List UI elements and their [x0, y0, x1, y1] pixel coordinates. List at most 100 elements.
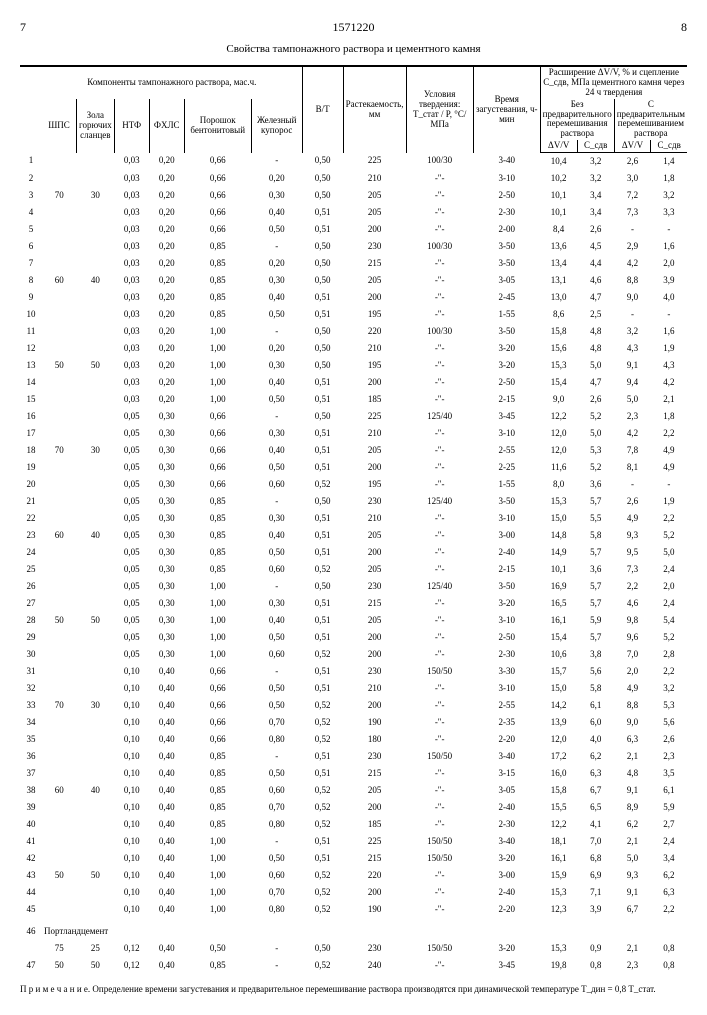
cell-rast: 200	[343, 459, 406, 476]
cell-usl: -"-	[406, 680, 473, 697]
cell-shps	[42, 646, 77, 663]
cell-vt: 0,50	[302, 940, 343, 957]
col-zola: Зола горючих сланцев	[77, 99, 115, 153]
cell-ntf: 0,10	[114, 663, 149, 680]
cell-n: 22	[20, 510, 42, 527]
cell-vt: 0,52	[302, 799, 343, 816]
cell-zola	[77, 544, 115, 561]
table-row: 70,030,200,850,200,50215-"-3-5013,44,44,…	[20, 255, 687, 272]
cell-zola	[77, 901, 115, 918]
cell-vt: 0,50	[302, 357, 343, 374]
cell-usl: -"-	[406, 340, 473, 357]
col-group-results: Расширение ΔV/V, % и сцепление С_сдв, МП…	[540, 66, 687, 99]
cell-b1: 9,1	[614, 782, 651, 799]
cell-fhls: 0,20	[149, 374, 184, 391]
table-row: 2360400,050,300,850,400,51205-"-3-0014,8…	[20, 527, 687, 544]
cell-usl: 150/50	[406, 748, 473, 765]
cell-b2: 2,2	[651, 425, 687, 442]
cell-bent: 0,85	[184, 957, 251, 974]
col-sub-b: С предварительным перемешиванием раствор…	[614, 99, 687, 141]
cell-a1: 16,1	[540, 612, 577, 629]
cell-fhls: 0,20	[149, 204, 184, 221]
data-table: Компоненты тампонажного раствора, мас.ч.…	[20, 65, 687, 974]
cell-vt: 0,51	[302, 459, 343, 476]
cell-vrem: 2-20	[473, 731, 540, 748]
cell-shps: 70	[42, 187, 77, 204]
cell-n: 20	[20, 476, 42, 493]
cell-rast: 200	[343, 374, 406, 391]
cell-a1: 13,0	[540, 289, 577, 306]
col-a-dvv: ΔV/V	[540, 140, 577, 152]
cell-a1: 15,5	[540, 799, 577, 816]
cell-usl: -"-	[406, 799, 473, 816]
cell-fhls: 0,40	[149, 731, 184, 748]
cell-bent: 0,66	[184, 459, 251, 476]
cell-a1: 12,0	[540, 425, 577, 442]
cell-fhls: 0,20	[149, 306, 184, 323]
cell-b1: 4,8	[614, 765, 651, 782]
cell-bent: 0,85	[184, 748, 251, 765]
cell-shps	[42, 833, 77, 850]
cell-vrem: 2-30	[473, 646, 540, 663]
cell-shps	[42, 663, 77, 680]
cell-a1: 12,2	[540, 408, 577, 425]
cell-vt: 0,50	[302, 340, 343, 357]
cell-vrem: 3-40	[473, 748, 540, 765]
cell-a1: 15,8	[540, 323, 577, 340]
cell-n: 30	[20, 646, 42, 663]
cell-vrem: 3-15	[473, 765, 540, 782]
col-b-csdv: С_сдв	[651, 140, 687, 152]
cell-shps: 50	[42, 612, 77, 629]
cell-a1: 10,1	[540, 204, 577, 221]
cell-vt: 0,52	[302, 476, 343, 493]
cell-kup: 0,50	[251, 221, 302, 238]
cell-vt: 0,50	[302, 187, 343, 204]
cell-kup: -	[251, 833, 302, 850]
cell-usl: 150/50	[406, 663, 473, 680]
cell-zola	[77, 714, 115, 731]
cell-rast: 225	[343, 833, 406, 850]
cell-ntf: 0,05	[114, 595, 149, 612]
cell-bent: 0,66	[184, 425, 251, 442]
cell-a1: 13,1	[540, 272, 577, 289]
cell-zola	[77, 238, 115, 255]
cell-rast: 200	[343, 544, 406, 561]
cell-usl: -"-	[406, 544, 473, 561]
cell-a2: 5,8	[577, 680, 614, 697]
cell-a2: 5,8	[577, 527, 614, 544]
cell-bent: 0,85	[184, 765, 251, 782]
cell-bent: 1,00	[184, 646, 251, 663]
cell-a2: 3,8	[577, 646, 614, 663]
cell-b2: 4,9	[651, 459, 687, 476]
table-row: 370,100,400,850,500,51215-"-3-1516,06,34…	[20, 765, 687, 782]
cell-ntf: 0,05	[114, 612, 149, 629]
cell-b1: -	[614, 221, 651, 238]
cell-a1: 12,3	[540, 901, 577, 918]
col-ntf: НТФ	[114, 99, 149, 153]
cell-a1: 12,0	[540, 442, 577, 459]
cell-bent: 0,66	[184, 680, 251, 697]
cell-b2: 1,9	[651, 340, 687, 357]
cell-b2: 5,6	[651, 714, 687, 731]
portland-label-row: 46Портландцемент	[20, 918, 687, 940]
cell-vt: 0,51	[302, 544, 343, 561]
cell-kup: -	[251, 748, 302, 765]
cell-vrem: 3-45	[473, 408, 540, 425]
cell-vrem: 2-20	[473, 901, 540, 918]
cell-zola: 50	[77, 357, 115, 374]
cell-bent: 1,00	[184, 374, 251, 391]
cell-bent: 1,00	[184, 629, 251, 646]
cell-n: 23	[20, 527, 42, 544]
cell-b2: 2,4	[651, 833, 687, 850]
table-row: 75250,120,400,50-0,50230150/503-2015,30,…	[20, 940, 687, 957]
table-row: 450,100,401,000,800,52190-"-2-2012,33,96…	[20, 901, 687, 918]
cell-ntf: 0,05	[114, 476, 149, 493]
cell-zola	[77, 646, 115, 663]
cell-kup: 0,20	[251, 340, 302, 357]
table-row: 260,050,301,00-0,50230125/403-5016,95,72…	[20, 578, 687, 595]
cell-shps	[42, 629, 77, 646]
cell-ntf: 0,03	[114, 391, 149, 408]
cell-vt: 0,51	[302, 680, 343, 697]
cell-b1: 8,9	[614, 799, 651, 816]
cell-ntf: 0,10	[114, 765, 149, 782]
